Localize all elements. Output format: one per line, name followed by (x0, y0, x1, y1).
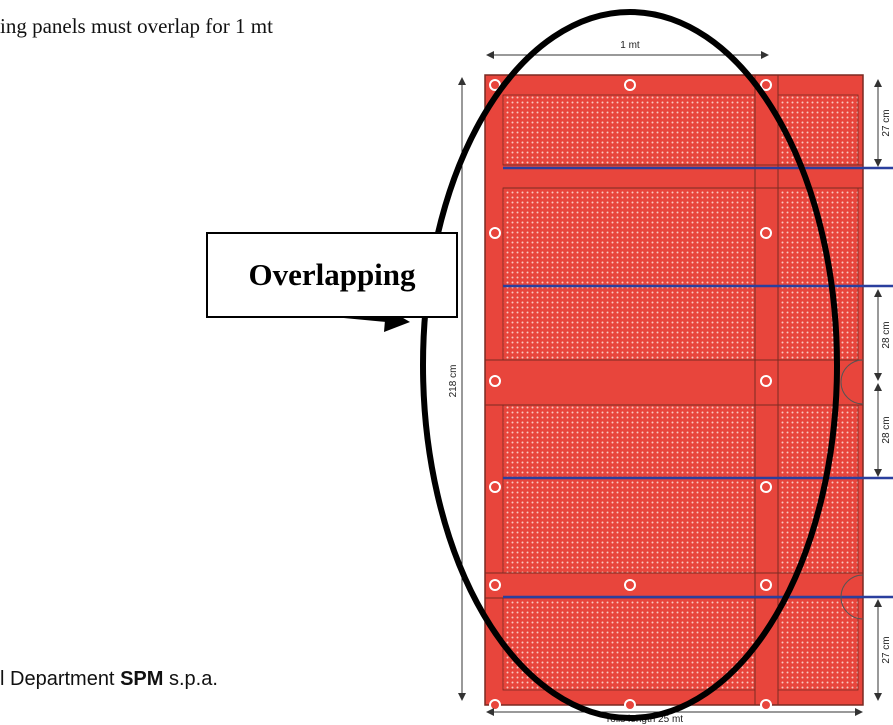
mesh-left-column (502, 94, 756, 691)
grommet-icons (489, 79, 772, 711)
top-width-label: 1 mt (620, 40, 640, 51)
total-height-label: 218 cm (448, 365, 459, 398)
edge-marker-icons (840, 359, 864, 620)
height-dimension: 218 cm (448, 77, 466, 701)
right-segment-2-label: 28 cm (881, 321, 892, 348)
right-segment-4-label: 27 cm (881, 636, 892, 663)
overlap-highlight-ellipse (420, 9, 840, 721)
footer-prefix: l Department (0, 668, 121, 690)
right-segment-3-label: 28 cm (881, 416, 892, 443)
overlapping-callout: Overlapping (206, 232, 458, 318)
footer-brand: SPM (120, 668, 164, 690)
footer-suffix: s.p.a. (163, 668, 218, 690)
top-note-text: ing panels must overlap for 1 mt (0, 14, 273, 38)
bottom-dimension: rolls length 25 mt (486, 708, 863, 725)
right-segment-1-label: 27 cm (881, 109, 892, 136)
footer-note: l Department SPM s.p.a. (0, 668, 218, 691)
callout-label: Overlapping (248, 257, 416, 292)
